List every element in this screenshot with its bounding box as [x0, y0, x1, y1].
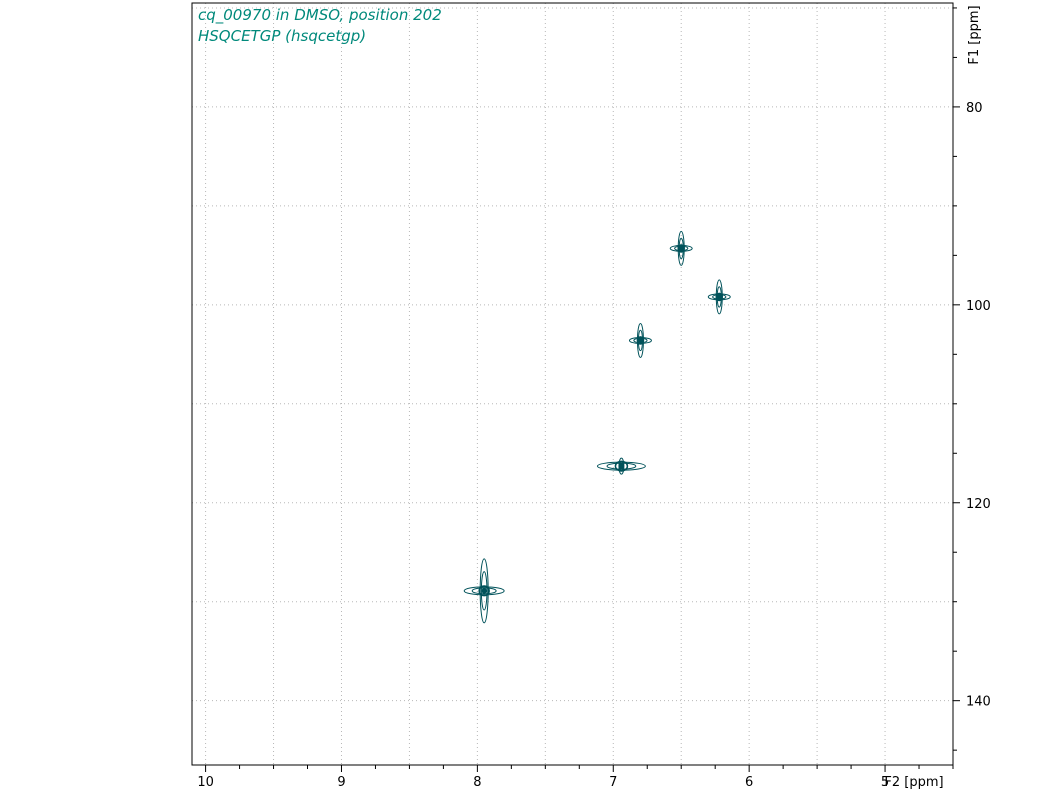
y-axis-label: F1 [ppm]: [967, 5, 982, 64]
pulse-program-title: HSQCETGP (hsqcetgp): [198, 27, 367, 45]
y-tick-label: 100: [966, 299, 991, 314]
y-tick-label: 120: [966, 497, 991, 512]
contour-ring: [478, 585, 490, 597]
peak-contour: [669, 230, 693, 266]
contour-ring: [678, 245, 684, 252]
plot-frame: [191, 2, 954, 766]
spectrum-title: cq_00970 in DMSO, position 202: [198, 6, 442, 24]
y-tick-label: 140: [966, 695, 991, 710]
y-tick-label: 80: [966, 101, 983, 116]
contour-ring: [677, 244, 685, 253]
contour-ring: [596, 461, 646, 471]
contour-ring: [479, 558, 489, 624]
x-tick-label: 10: [197, 775, 214, 790]
contour-ring: [614, 460, 629, 472]
contour-ring: [636, 336, 645, 345]
contour-ring: [463, 586, 505, 596]
contour-ring: [480, 571, 488, 611]
x-tick-label: 6: [745, 775, 753, 790]
peak-contour: [707, 279, 731, 315]
contour-ring: [716, 293, 722, 300]
peak-contour: [628, 322, 652, 358]
x-tick-label: 5: [881, 775, 889, 790]
contour-ring: [637, 337, 643, 344]
x-axis-label: F2 [ppm]: [884, 775, 943, 790]
peak-contour: [596, 457, 646, 475]
contour-ring: [618, 463, 624, 470]
peak-contour: [463, 558, 505, 624]
x-tick-label: 7: [609, 775, 617, 790]
x-tick-label: 9: [337, 775, 345, 790]
x-tick-label: 8: [473, 775, 481, 790]
contour-ring: [715, 292, 724, 302]
contour-ring: [481, 587, 487, 594]
